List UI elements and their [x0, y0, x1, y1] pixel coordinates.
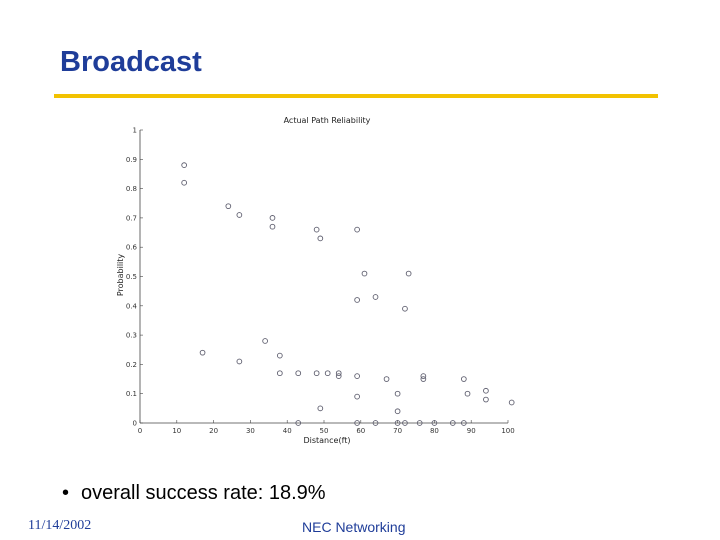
- data-point: [324, 370, 331, 377]
- data-point: [394, 408, 401, 415]
- chart-title: Actual Path Reliability: [284, 116, 371, 125]
- data-point: [295, 370, 302, 377]
- data-points: [181, 162, 515, 426]
- data-point: [372, 420, 379, 426]
- x-tick-label: 10: [172, 427, 181, 435]
- y-tick-label: 0.7: [126, 214, 137, 222]
- data-point: [372, 294, 379, 300]
- y-tick-label: 0.2: [126, 361, 137, 369]
- data-point: [402, 305, 408, 312]
- data-point: [460, 420, 467, 426]
- data-point: [276, 352, 283, 359]
- data-point: [449, 420, 456, 426]
- footer-organization: NEC Networking: [302, 519, 406, 535]
- ticks: 0 10 20 30 40 50 60 70 80 90 100 0 0.1 0.2 0.3 0.4 0.5 0.…: [126, 127, 515, 436]
- data-point: [420, 373, 427, 379]
- data-point: [181, 162, 188, 169]
- data-point: [420, 376, 427, 382]
- data-point: [431, 420, 438, 426]
- x-tick-label: 60: [356, 427, 365, 435]
- data-point: [199, 349, 206, 356]
- y-tick-label: 0: [133, 420, 137, 428]
- data-point: [394, 420, 401, 426]
- y-tick-label: 0.5: [126, 273, 137, 281]
- data-point: [354, 297, 360, 303]
- data-point: [276, 370, 283, 377]
- footer-date: 11/14/2002: [28, 518, 92, 533]
- slide-title: Broadcast: [60, 46, 202, 78]
- x-tick-label: 30: [246, 427, 255, 435]
- x-tick-label: 90: [467, 427, 476, 435]
- data-point: [416, 420, 423, 426]
- bullet-text: overall success rate: 18.9%: [81, 482, 326, 504]
- x-tick-label: 70: [393, 427, 402, 435]
- bullet-point: • overall success rate: 18.9%: [62, 482, 326, 505]
- data-point: [354, 226, 360, 233]
- y-tick-label: 0.9: [126, 156, 137, 164]
- data-point: [405, 270, 412, 277]
- axes: [139, 130, 508, 424]
- scatter-chart: Actual Path Reliability Probability Dist…: [116, 116, 515, 445]
- data-point: [402, 420, 408, 426]
- data-point: [181, 179, 188, 186]
- y-tick-label: 1: [133, 127, 137, 135]
- data-point: [483, 387, 489, 394]
- y-tick-label: 0.1: [126, 390, 137, 398]
- data-point: [269, 223, 276, 230]
- data-point: [460, 376, 467, 382]
- data-point: [483, 396, 489, 403]
- data-point: [464, 390, 471, 397]
- x-tick-label: 0: [138, 427, 142, 435]
- data-point: [225, 203, 232, 210]
- x-axis-label: Distance(ft): [303, 436, 350, 445]
- data-point: [317, 235, 324, 242]
- data-point: [236, 358, 243, 365]
- data-point: [262, 338, 268, 344]
- data-point: [354, 393, 360, 400]
- data-point: [383, 376, 390, 382]
- data-point: [361, 270, 368, 277]
- x-tick-label: 80: [430, 427, 439, 435]
- data-point: [269, 215, 276, 221]
- y-tick-label: 0.8: [126, 185, 137, 193]
- y-axis-label: Probability: [116, 254, 125, 297]
- data-point: [354, 373, 360, 379]
- data-point: [394, 390, 401, 397]
- data-point: [335, 373, 342, 379]
- data-point: [508, 399, 515, 406]
- data-point: [295, 420, 302, 426]
- x-tick-label: 20: [209, 427, 218, 435]
- data-point: [354, 420, 360, 426]
- y-tick-label: 0.6: [126, 244, 138, 252]
- title-underline: [54, 94, 658, 98]
- y-tick-label: 0.3: [126, 332, 137, 340]
- x-tick-label: 100: [501, 427, 514, 435]
- x-tick-label: 40: [283, 427, 292, 435]
- data-point: [335, 370, 342, 377]
- bullet-dot-icon: •: [62, 482, 70, 504]
- data-point: [313, 370, 320, 377]
- data-point: [313, 226, 320, 233]
- x-tick-label: 50: [320, 427, 329, 435]
- data-point: [236, 212, 243, 218]
- data-point: [317, 405, 324, 412]
- y-tick-label: 0.4: [126, 302, 138, 310]
